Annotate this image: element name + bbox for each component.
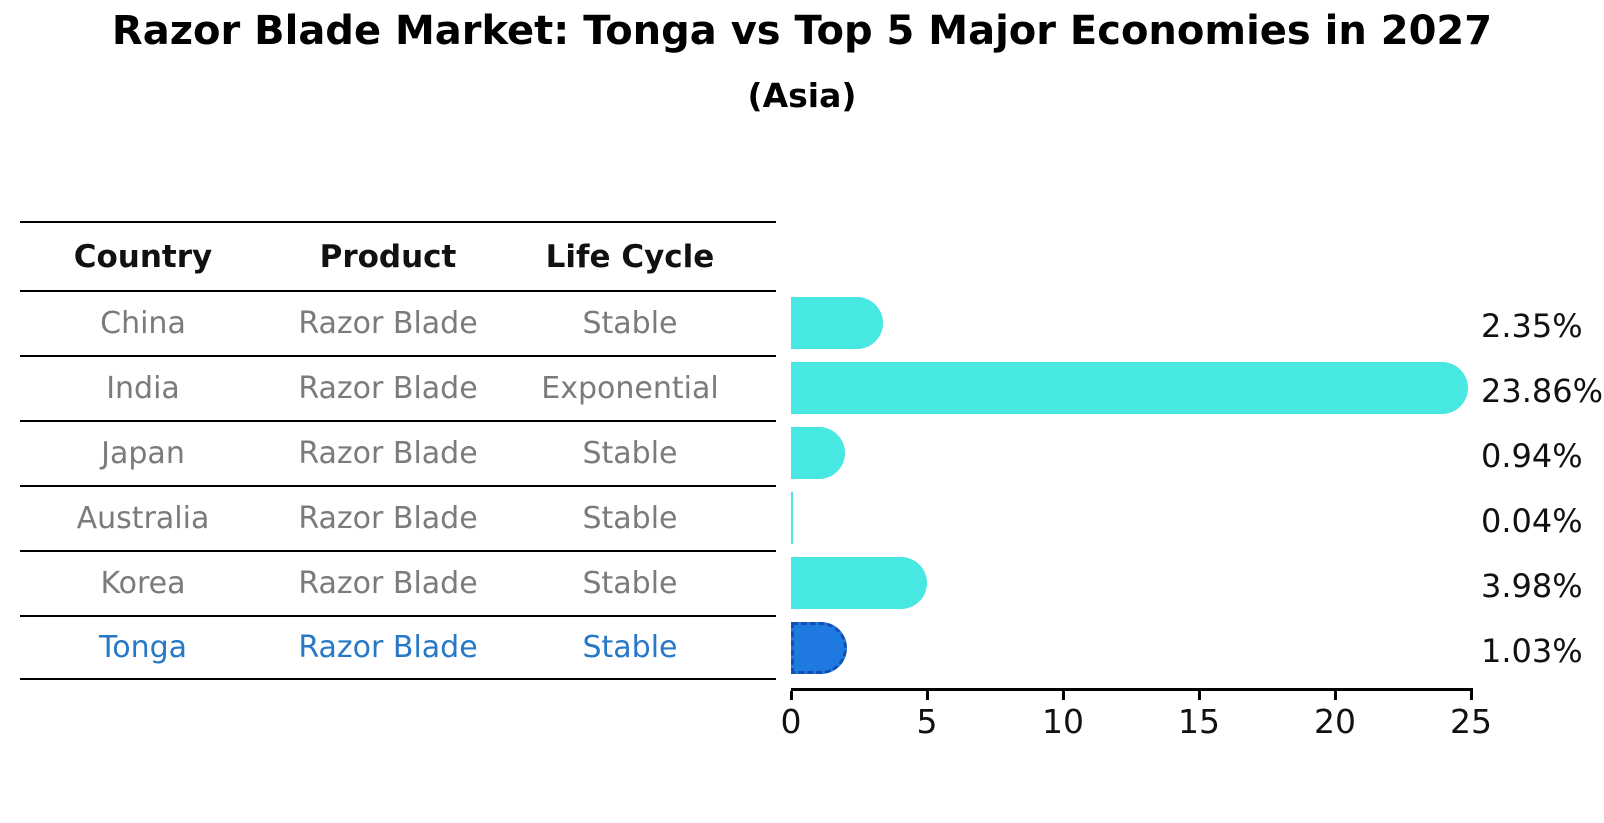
cell-country: Australia bbox=[76, 501, 210, 536]
cell-country: India bbox=[106, 371, 180, 406]
value-label-korea: 3.98% bbox=[1481, 566, 1583, 605]
cell-product: Razor Blade bbox=[298, 501, 478, 536]
x-tick-mark-0 bbox=[789, 691, 793, 700]
header-country: Country bbox=[73, 238, 213, 275]
bar-china bbox=[791, 296, 883, 349]
x-tick-label-20: 20 bbox=[1314, 702, 1356, 741]
cell-country: Japan bbox=[101, 436, 185, 471]
x-axis-line bbox=[791, 688, 1473, 691]
x-tick-mark-25 bbox=[1469, 691, 1473, 700]
value-label-japan: 0.94% bbox=[1481, 436, 1583, 475]
table-header-row: Country Product Life Cycle bbox=[20, 221, 776, 290]
cell-life-cycle: Stable bbox=[582, 566, 678, 601]
x-tick-mark-15 bbox=[1197, 691, 1201, 700]
value-label-australia: 0.04% bbox=[1481, 501, 1583, 540]
value-label-india: 23.86% bbox=[1481, 371, 1604, 410]
cell-country: China bbox=[100, 306, 186, 341]
cell-country: Tonga bbox=[98, 630, 188, 665]
table-row-china: China Razor Blade Stable bbox=[20, 290, 776, 355]
cell-product: Razor Blade bbox=[298, 371, 478, 406]
value-label-tonga: 1.03% bbox=[1481, 631, 1583, 670]
table-row-tonga: Tonga Razor Blade Stable bbox=[20, 615, 776, 680]
chart-subtitle: (Asia) bbox=[747, 76, 857, 115]
cell-life-cycle: Stable bbox=[582, 630, 678, 665]
cell-life-cycle: Stable bbox=[582, 436, 678, 471]
table-row-japan: Japan Razor Blade Stable bbox=[20, 420, 776, 485]
bar-tonga bbox=[791, 621, 848, 674]
cell-product: Razor Blade bbox=[298, 630, 478, 665]
bar-japan bbox=[791, 426, 845, 479]
cell-life-cycle: Exponential bbox=[541, 371, 719, 406]
bar-india bbox=[791, 361, 1468, 414]
x-tick-mark-20 bbox=[1333, 691, 1337, 700]
cell-product: Razor Blade bbox=[298, 436, 478, 471]
cell-life-cycle: Stable bbox=[582, 306, 678, 341]
x-tick-label-10: 10 bbox=[1042, 702, 1084, 741]
x-tick-label-5: 5 bbox=[916, 702, 938, 741]
header-life-cycle: Life Cycle bbox=[545, 238, 715, 275]
cell-product: Razor Blade bbox=[298, 306, 478, 341]
table-body: China Razor Blade Stable India Razor Blade Ex… bbox=[20, 290, 776, 680]
chart-title: Razor Blade Market: Tonga vs Top 5 Major… bbox=[111, 8, 1493, 54]
value-label-china: 2.35% bbox=[1481, 306, 1583, 345]
cell-product: Razor Blade bbox=[298, 566, 478, 601]
x-tick-mark-5 bbox=[925, 691, 929, 700]
country-table: Country Product Life Cycle China Razor Bl… bbox=[20, 221, 776, 680]
bar-australia bbox=[791, 491, 793, 544]
cell-country: Korea bbox=[100, 566, 186, 601]
table-row-australia: Australia Razor Blade Stable bbox=[20, 485, 776, 550]
x-tick-label-15: 15 bbox=[1178, 702, 1220, 741]
x-tick-label-25: 25 bbox=[1450, 702, 1492, 741]
table-row-korea: Korea Razor Blade Stable bbox=[20, 550, 776, 615]
bar-korea bbox=[791, 556, 928, 609]
header-product: Product bbox=[319, 238, 457, 275]
x-tick-mark-10 bbox=[1061, 691, 1065, 700]
table-row-india: India Razor Blade Exponential bbox=[20, 355, 776, 420]
cell-life-cycle: Stable bbox=[582, 501, 678, 536]
x-tick-label-0: 0 bbox=[780, 702, 802, 741]
